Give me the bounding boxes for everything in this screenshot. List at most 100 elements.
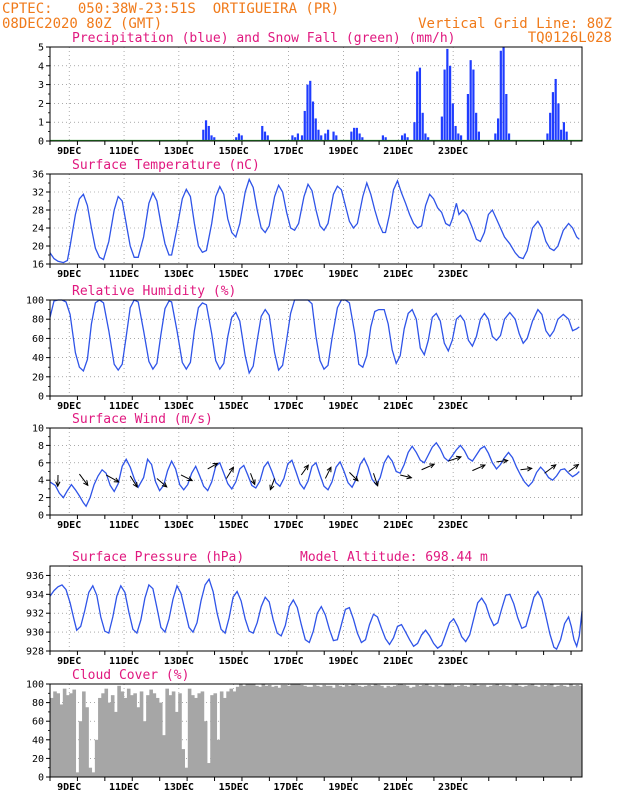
cloud-bar [203, 721, 208, 777]
cloud-bar [290, 684, 294, 777]
precip-bar [335, 135, 338, 141]
precip-bar [421, 112, 424, 141]
wind-arrow-head [212, 462, 219, 468]
panel-3: Relative Humidity (%) 0 20 40 60 80 100 9DEC 11D… [26, 284, 583, 412]
wind-arrow [156, 478, 168, 488]
wind-arrow-head [83, 480, 89, 487]
panel-title: Cloud Cover (%) [72, 668, 189, 683]
cloud-bar [473, 684, 477, 777]
panel-6: Cloud Cover (%) 0 20 40 60 80 100 9DEC 11DEC 13DE… [26, 668, 583, 793]
cloud-bar [158, 702, 163, 777]
cloud-bar [216, 739, 221, 777]
y-tick-label: 28 [32, 206, 44, 217]
cloud-bar [424, 684, 429, 777]
precip-bar [496, 118, 500, 141]
wind-arrow [496, 460, 508, 463]
y-tick-label: 0 [38, 392, 44, 403]
panel-1: Precipitation (blue) and Snow Fall (gree… [38, 31, 583, 157]
precip-bar [314, 118, 317, 141]
x-tick-label: 19DEC [328, 146, 358, 157]
precip-bar [320, 135, 323, 141]
precip-bar [413, 122, 416, 141]
x-tick-label: 13DEC [164, 520, 194, 531]
x-tick-label: 19DEC [328, 269, 358, 280]
cloud-bar [59, 704, 64, 777]
cloud-bar [549, 684, 554, 777]
precip-bar [303, 110, 306, 141]
cloud-bar [91, 772, 96, 777]
cloud-bar [200, 691, 205, 777]
cloud-bar [66, 695, 70, 777]
cloud-bar [578, 685, 583, 777]
x-tick-label: 13DEC [164, 401, 194, 412]
cloud-bar [287, 685, 291, 777]
cloud-bar [338, 685, 343, 777]
cloud-bar [498, 685, 503, 777]
precip-bar [502, 47, 505, 141]
wind-arrow [269, 478, 276, 490]
precip-bar [240, 135, 243, 141]
cloud-bar [325, 685, 330, 777]
cloud-bar [130, 695, 134, 777]
x-tick-label: 23DEC [438, 656, 468, 667]
precip-bar [424, 133, 427, 141]
wind-arrow-head [250, 479, 256, 486]
cloud-bar [261, 684, 266, 777]
precip-bar [294, 137, 297, 141]
precip-bar [551, 92, 555, 141]
precip-bar [353, 127, 356, 141]
cloud-bar [110, 695, 115, 777]
cloud-bar [232, 691, 237, 777]
cloud-bar [251, 684, 256, 777]
cloud-bar [235, 686, 240, 777]
x-tick-label: 9DEC [57, 782, 81, 793]
wind-arrow-head [526, 466, 533, 472]
x-tick-label: 23DEC [438, 401, 468, 412]
wind-arrow-head [550, 464, 557, 470]
cloud-bar [248, 684, 253, 777]
y-tick-label: 100 [26, 296, 44, 307]
wind-arrow-head [326, 466, 332, 473]
cloud-bar [303, 685, 307, 777]
cloud-bar [312, 684, 317, 777]
precip-bar [562, 122, 566, 141]
precip-bar [557, 103, 560, 141]
x-tick-label: 13DEC [164, 269, 194, 280]
x-tick-label: 11DEC [109, 656, 139, 667]
cloud-bar [104, 688, 109, 777]
precip-bar [549, 112, 552, 141]
wind-arrow-head [502, 458, 509, 464]
precip-bar [358, 133, 361, 141]
wind-arrow-head [187, 476, 194, 482]
cloud-bar [152, 693, 157, 777]
panel-title: Surface Wind (m/s) [72, 412, 213, 427]
precip-bar [554, 78, 557, 141]
wind-arrow [421, 463, 435, 471]
cloud-bar [184, 767, 189, 777]
precip-bar [560, 129, 563, 141]
precip-bar [451, 103, 454, 141]
y-tick-label: 24 [32, 224, 44, 235]
cloud-bar [530, 684, 535, 777]
precip-bar [306, 84, 309, 141]
x-tick-label: 15DEC [219, 269, 249, 280]
wind-arrow-head [228, 466, 235, 473]
cloud-bar [527, 684, 532, 777]
cloud-bar [543, 685, 548, 777]
x-tick-label: 15DEC [219, 782, 249, 793]
x-tick-label: 9DEC [57, 401, 81, 412]
cloud-bar [466, 686, 471, 777]
cloud-bar [354, 684, 359, 777]
precip-bar [309, 80, 312, 141]
cloud-bar [546, 684, 551, 777]
x-tick-label: 15DEC [219, 656, 249, 667]
x-tick-label: 11DEC [109, 520, 139, 531]
y-tick-label: 16 [32, 260, 44, 271]
cloud-bar [50, 697, 54, 777]
cloud-bar [533, 685, 538, 777]
header-line2-left: 08DEC2020 80Z (GMT) [2, 16, 162, 32]
precip-bar [443, 69, 446, 141]
cloud-bar [274, 685, 278, 777]
wind-arrow-head [161, 482, 168, 488]
